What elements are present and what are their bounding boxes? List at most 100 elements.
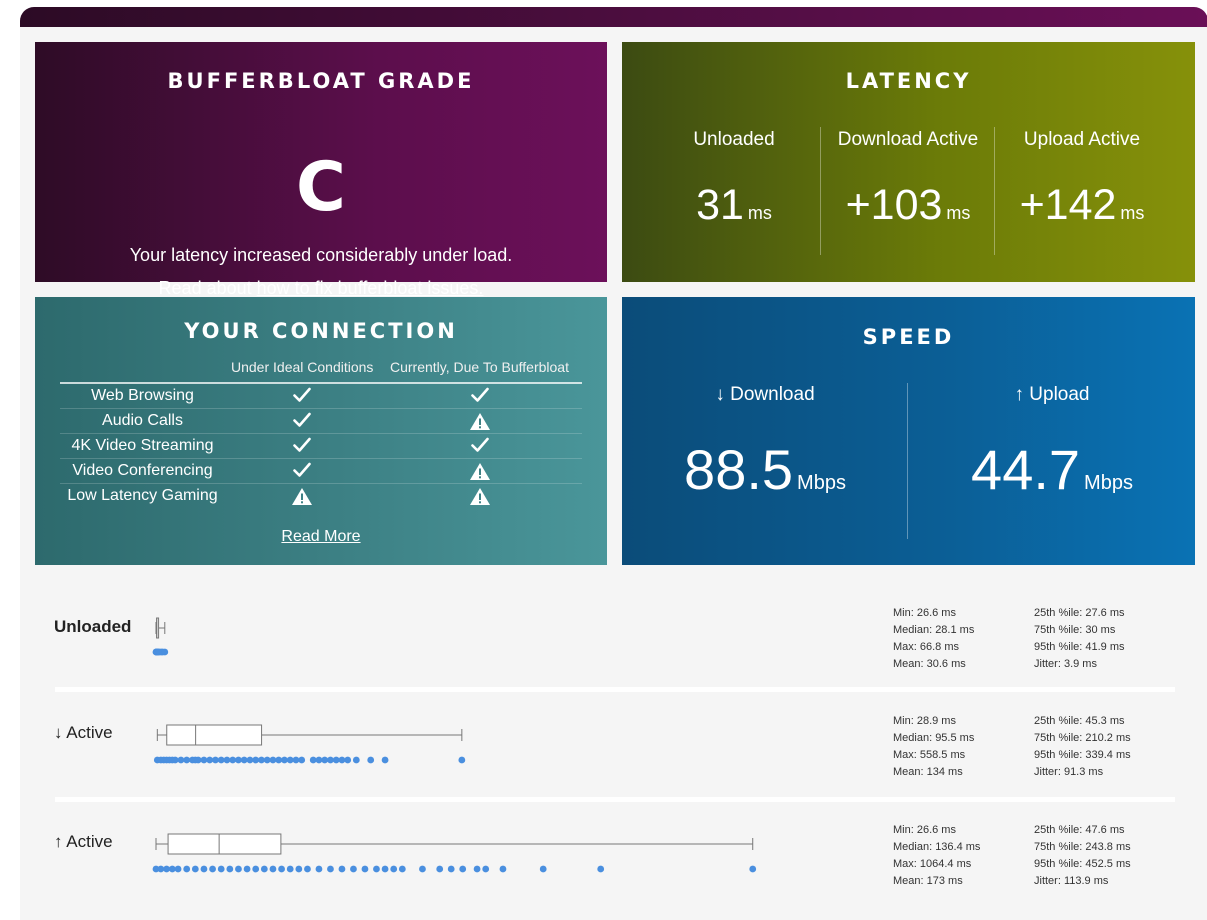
stat-p75: 75th %ile: 243.8 ms (1034, 841, 1131, 853)
sample-point (275, 756, 283, 764)
sample-point (597, 865, 605, 873)
sample-point (459, 865, 467, 873)
stat-jitter: Jitter: 91.3 ms (1034, 766, 1104, 778)
iqr-box (166, 724, 263, 746)
sample-point (419, 865, 426, 873)
connection-row-name: Web Browsing (91, 387, 194, 404)
sample-point (217, 756, 225, 764)
sample-point (183, 756, 191, 764)
read-more-link[interactable]: Read More (281, 528, 361, 545)
sample-point (269, 865, 277, 873)
latency-unloaded-unit: ms (747, 203, 772, 223)
stat-max: Max: 558.5 ms (893, 749, 966, 761)
upload-stats-right: 25th %ile: 47.6 ms 75th %ile: 243.8 ms 9… (1034, 822, 1131, 890)
sample-point (309, 756, 317, 764)
latency-upload-unit: ms (1120, 203, 1145, 223)
sample-point (235, 756, 242, 764)
upload-value: 44.7 (971, 438, 1081, 501)
your-connection-panel: YOUR CONNECTION Under Ideal Conditions C… (35, 297, 607, 565)
upload-stats-left: Min: 26.6 ms Median: 136.4 ms Max: 1064.… (893, 822, 980, 890)
sample-point (332, 756, 340, 764)
upload-active-row-label: ↑ Active (54, 832, 113, 851)
stat-mean: Mean: 30.6 ms (893, 658, 966, 670)
sample-point (352, 756, 360, 764)
sample-point (436, 865, 444, 873)
row-separator (55, 797, 1175, 802)
latency-upload-label: Upload Active (1023, 129, 1141, 150)
connection-row: Web Browsing (60, 384, 582, 409)
latency-panel: LATENCY Unloaded 31 ms Download Active +1… (622, 42, 1195, 282)
stat-median: Median: 136.4 ms (893, 841, 981, 853)
stat-p95: 95th %ile: 452.5 ms (1034, 858, 1131, 870)
latency-download-value: +103 (845, 181, 943, 229)
unloaded-row-label: Unloaded (54, 617, 132, 636)
connection-row: 4K Video Streaming (60, 434, 582, 459)
connection-row-name: Low Latency Gaming (67, 487, 218, 504)
sample-point (338, 756, 346, 764)
stat-max: Max: 1064.4 ms (893, 858, 972, 870)
sample-point (381, 756, 389, 764)
sample-point (381, 865, 389, 873)
row-separator (55, 687, 1175, 692)
sample-point (152, 865, 160, 873)
stat-min: Min: 26.6 ms (893, 607, 956, 619)
sample-point (200, 865, 208, 873)
sample-point (367, 756, 375, 764)
sample-point (338, 865, 346, 873)
sample-point (217, 865, 225, 873)
sample-point (194, 756, 202, 764)
download-stats-left: Min: 28.9 ms Median: 95.5 ms Max: 558.5 … (893, 713, 974, 781)
latency-download-active: Download Active +103 ms (821, 127, 995, 255)
sample-point (163, 865, 170, 873)
grade-letter: C (296, 148, 346, 227)
unloaded-stats-right: 25th %ile: 27.6 ms 75th %ile: 30 ms 95th… (1034, 605, 1125, 673)
sample-point (174, 865, 182, 873)
sample-point (315, 865, 323, 873)
stat-p75: 75th %ile: 210.2 ms (1034, 732, 1131, 744)
sample-point (183, 865, 191, 873)
stat-p25: 25th %ile: 45.3 ms (1034, 715, 1125, 727)
stat-median: Median: 28.1 ms (893, 624, 975, 636)
stat-p75: 75th %ile: 30 ms (1034, 624, 1116, 636)
fix-bufferbloat-link[interactable]: how to fix bufferbloat issues. (256, 278, 484, 298)
bufferbloat-grade-panel: BUFFERBLOAT GRADE C Your latency increas… (35, 42, 607, 298)
check-icon (290, 387, 314, 407)
warning-icon (290, 487, 314, 510)
speed-panel: SPEED ↓ Download 88.5 Mbps ↑ Upload 44.7 M… (622, 297, 1195, 565)
sample-point (200, 756, 208, 764)
latency-divider (994, 127, 995, 255)
sample-point (315, 756, 323, 764)
connection-row-name: 4K Video Streaming (71, 437, 214, 454)
sample-point (373, 865, 380, 873)
sample-point (327, 756, 334, 764)
sample-point (223, 756, 231, 764)
check-icon (290, 412, 314, 432)
sample-point (258, 756, 265, 764)
col-header-current: Currently, Due To Bufferbloat (390, 359, 569, 375)
sample-point (321, 756, 329, 764)
sample-point (447, 865, 455, 873)
speed-divider (907, 383, 908, 539)
sample-point (191, 865, 199, 873)
latency-divider (820, 127, 821, 255)
download-speed: ↓ Download 88.5 Mbps (622, 382, 908, 542)
download-value: 88.5 (684, 438, 794, 501)
upload-unit: Mbps (1084, 472, 1133, 494)
check-icon (468, 387, 492, 407)
sample-point (278, 865, 285, 873)
stat-max: Max: 66.8 ms (893, 641, 960, 653)
stat-min: Min: 28.9 ms (893, 715, 956, 727)
sample-point (252, 756, 260, 764)
sample-point (286, 756, 294, 764)
sample-point (286, 865, 294, 873)
sample-point (229, 756, 237, 764)
sample-point (390, 865, 398, 873)
check-icon (290, 462, 314, 482)
sample-point (246, 756, 254, 764)
sample-point (292, 756, 300, 764)
sample-point (398, 865, 406, 873)
stat-p25: 25th %ile: 47.6 ms (1034, 824, 1125, 836)
stat-jitter: Jitter: 113.9 ms (1034, 875, 1109, 887)
sample-point (539, 865, 547, 873)
stat-p95: 95th %ile: 339.4 ms (1034, 749, 1131, 761)
